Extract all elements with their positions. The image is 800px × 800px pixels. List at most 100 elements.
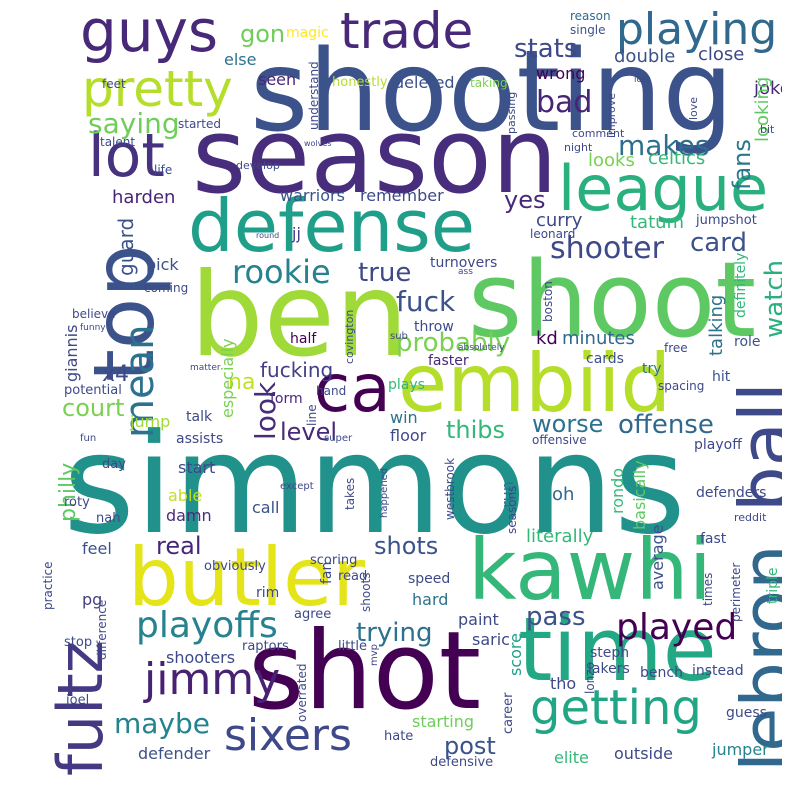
word-plays: plays bbox=[388, 377, 425, 393]
word-times: times bbox=[701, 572, 715, 606]
word-cards: cards bbox=[586, 351, 624, 367]
word-practice: practice bbox=[41, 561, 55, 610]
word-instead: instead bbox=[692, 663, 744, 679]
word-roty: roty bbox=[64, 495, 90, 510]
word-season: season bbox=[192, 95, 558, 217]
word-saying: saying bbox=[88, 107, 180, 140]
word-elite: elite bbox=[554, 748, 589, 767]
word-super: super bbox=[324, 433, 353, 444]
word-little: little bbox=[338, 639, 368, 654]
word-hate: hate bbox=[384, 729, 414, 744]
word-fun: fun bbox=[80, 433, 97, 444]
word-able: able bbox=[168, 486, 203, 505]
word-sixers: sixers bbox=[224, 710, 352, 761]
word-pick: pick bbox=[146, 255, 179, 274]
word-rim: rim bbox=[256, 585, 280, 601]
word-warriors: warriors bbox=[280, 186, 345, 205]
word-jj: jj bbox=[292, 224, 301, 243]
word-fucking: fucking bbox=[260, 358, 334, 382]
word-remember: remember bbox=[360, 186, 444, 205]
word-playing: playing bbox=[616, 4, 778, 55]
word-pass: pass bbox=[526, 602, 586, 632]
word-played: played bbox=[616, 607, 738, 648]
word-average: average bbox=[648, 524, 667, 591]
word-true: true bbox=[358, 258, 412, 288]
word-bit: bit bbox=[760, 123, 775, 136]
word-throw: throw bbox=[414, 319, 454, 335]
word-pretty: pretty bbox=[82, 60, 233, 118]
word-minutes: minutes bbox=[562, 328, 635, 349]
word-bad: bad bbox=[536, 85, 593, 120]
word-pg: pg bbox=[82, 590, 103, 609]
word-talking: talking bbox=[706, 294, 727, 356]
word-half: half bbox=[290, 331, 317, 347]
word-else: else bbox=[224, 50, 257, 69]
word-magic: magic bbox=[286, 25, 329, 41]
word-understand: understand bbox=[307, 61, 321, 130]
word-hand: hand bbox=[316, 384, 347, 398]
word-guess: guess bbox=[726, 705, 767, 721]
word-makes: makes bbox=[618, 129, 710, 162]
word-turnovers: turnovers bbox=[430, 255, 498, 271]
word-starting: starting bbox=[412, 712, 475, 731]
word-except: except bbox=[280, 481, 314, 492]
word-bench: bench bbox=[640, 665, 683, 681]
word-triple: triple bbox=[765, 567, 781, 604]
word-celtics: celtics bbox=[648, 148, 706, 169]
word-kawhi: kawhi bbox=[468, 521, 712, 619]
word-difference: difference bbox=[95, 599, 109, 660]
word-definitely: definitely bbox=[733, 252, 749, 318]
word-deleted: deleted bbox=[394, 73, 455, 92]
word-sub: sub bbox=[390, 331, 408, 342]
word-line: line bbox=[305, 404, 319, 426]
word-passing: passing bbox=[505, 91, 518, 134]
word-floor: floor bbox=[390, 426, 427, 445]
word-jump: jump bbox=[130, 412, 171, 431]
word-defenders: defenders bbox=[696, 485, 767, 501]
word-nah: nah bbox=[96, 511, 121, 526]
word-obviously: obviously bbox=[204, 559, 266, 574]
word-boston: boston bbox=[541, 281, 555, 322]
word-stats: stats bbox=[514, 34, 578, 64]
word-life: life bbox=[154, 163, 173, 177]
word-covington: covington bbox=[343, 309, 356, 364]
word-scoring: scoring bbox=[310, 553, 358, 568]
word-free: free bbox=[664, 341, 688, 355]
word-form: form bbox=[270, 391, 303, 407]
word-reason: reason bbox=[570, 9, 611, 23]
word-reddit: reddit bbox=[734, 511, 767, 524]
word-yes: yes bbox=[504, 186, 546, 214]
word-seen: seen bbox=[258, 70, 297, 89]
word-perimeter: perimeter bbox=[729, 562, 743, 622]
word-jumper: jumper bbox=[712, 740, 769, 759]
word-night: night bbox=[564, 141, 593, 154]
word-shots: shots bbox=[374, 532, 439, 560]
word-matter: matter bbox=[190, 363, 221, 373]
word-spacing: spacing bbox=[658, 379, 705, 393]
word-faster: faster bbox=[428, 353, 469, 369]
word-time: time bbox=[518, 598, 717, 701]
word-day: day bbox=[102, 457, 126, 472]
word-coming: coming bbox=[144, 281, 189, 295]
word-love: love bbox=[687, 96, 700, 120]
word-hard: hard bbox=[412, 590, 449, 609]
word-raptors: raptors bbox=[242, 639, 289, 654]
word-court: court bbox=[62, 394, 125, 422]
word-talent: talent bbox=[100, 135, 136, 149]
word-shooters: shooters bbox=[166, 648, 236, 667]
word-gon: gon bbox=[240, 20, 286, 48]
word-real: real bbox=[156, 532, 202, 560]
word-develop: develop bbox=[236, 159, 280, 172]
word-taking: taking bbox=[470, 76, 508, 90]
word-watch: watch bbox=[760, 259, 782, 338]
word-comment: comment bbox=[572, 127, 625, 140]
word-potential: potential bbox=[64, 383, 122, 398]
word-saric: saric bbox=[472, 630, 510, 649]
word-role: role bbox=[734, 334, 761, 350]
word-defensive: defensive bbox=[430, 755, 494, 770]
word-funny: funny bbox=[80, 323, 106, 333]
word-outside: outside bbox=[614, 744, 673, 763]
word-butler: butler bbox=[128, 531, 366, 624]
word-talk: talk bbox=[186, 409, 213, 425]
word-na: na bbox=[228, 370, 256, 395]
